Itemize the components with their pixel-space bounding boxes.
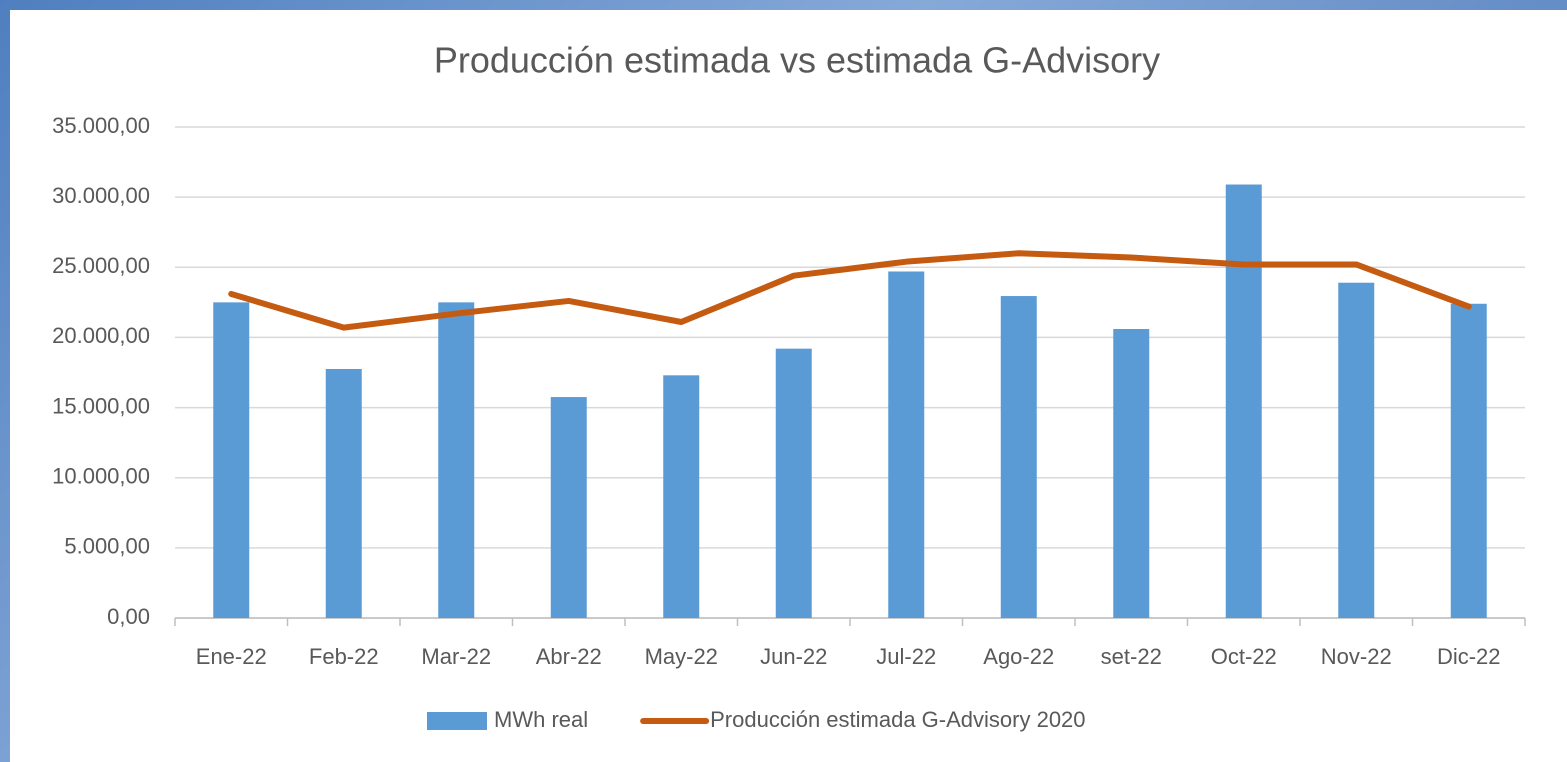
x-tick-label: Jul-22: [876, 644, 936, 669]
y-tick-label: 5.000,00: [64, 534, 150, 559]
chart-title: Producción estimada vs estimada G-Adviso…: [434, 40, 1160, 81]
y-tick-label: 25.000,00: [52, 253, 150, 278]
bar: [1113, 329, 1150, 618]
y-tick-label: 20.000,00: [52, 323, 150, 348]
x-tick-label: Dic-22: [1437, 644, 1501, 669]
legend-swatch: [427, 712, 487, 730]
y-tick-label: 35.000,00: [52, 113, 150, 138]
x-tick-label: Ene-22: [196, 644, 267, 669]
legend-label: Producción estimada G-Advisory 2020: [710, 707, 1085, 732]
bar: [1450, 303, 1487, 618]
bar: [775, 348, 812, 618]
x-tick-label: Abr-22: [536, 644, 602, 669]
legend-label: MWh real: [494, 707, 588, 732]
y-tick-label: 0,00: [107, 604, 150, 629]
x-tick-label: Nov-22: [1321, 644, 1392, 669]
bar: [1000, 296, 1037, 618]
bar: [213, 302, 250, 618]
x-tick-label: set-22: [1101, 644, 1162, 669]
x-tick-label: Oct-22: [1211, 644, 1277, 669]
bar: [550, 397, 587, 618]
x-tick-label: Mar-22: [421, 644, 491, 669]
x-tick-label: Feb-22: [309, 644, 379, 669]
bar: [663, 375, 700, 618]
y-tick-label: 15.000,00: [52, 393, 150, 418]
bar: [325, 368, 362, 618]
x-tick-label: May-22: [645, 644, 718, 669]
x-tick-label: Jun-22: [760, 644, 827, 669]
y-tick-label: 30.000,00: [52, 183, 150, 208]
bar: [438, 302, 475, 618]
line: [228, 250, 1472, 331]
x-tick-label: Ago-22: [983, 644, 1054, 669]
y-tick-label: 10.000,00: [52, 464, 150, 489]
bar: [1225, 184, 1262, 618]
bar: [1338, 282, 1375, 618]
bar: [888, 271, 925, 618]
